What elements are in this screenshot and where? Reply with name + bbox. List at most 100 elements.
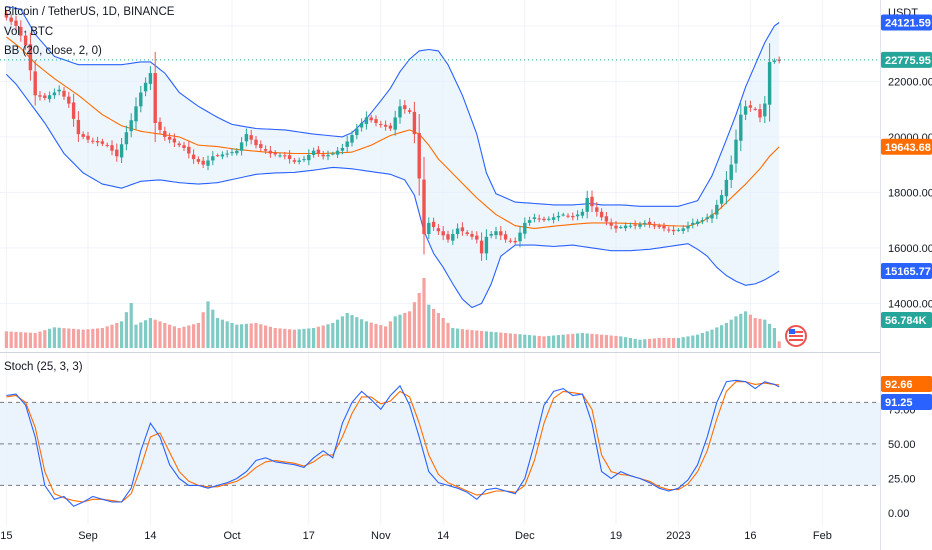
candle[interactable]: [580, 211, 585, 216]
candle[interactable]: [715, 204, 719, 215]
candle[interactable]: [537, 218, 541, 220]
candle[interactable]: [547, 218, 551, 220]
candle[interactable]: [676, 229, 681, 231]
candle[interactable]: [542, 218, 546, 221]
candle[interactable]: [431, 221, 436, 228]
candle[interactable]: [604, 216, 609, 222]
stoch-k-line[interactable]: [6, 379, 780, 507]
candle[interactable]: [499, 231, 503, 236]
candle[interactable]: [609, 222, 613, 226]
candle[interactable]: [614, 225, 618, 229]
candle[interactable]: [667, 229, 671, 231]
candle[interactable]: [28, 44, 33, 71]
price-badge[interactable]: [881, 138, 932, 155]
candle[interactable]: [163, 131, 167, 137]
candle[interactable]: [739, 114, 743, 141]
candle[interactable]: [763, 103, 767, 117]
stoch-d-line[interactable]: [6, 381, 780, 503]
candle[interactable]: [475, 235, 479, 240]
candle[interactable]: [129, 120, 133, 132]
candle[interactable]: [575, 214, 580, 217]
candle[interactable]: [513, 240, 517, 243]
candle[interactable]: [479, 240, 484, 254]
volume-legend[interactable]: Vol · BTC: [4, 26, 53, 38]
candle[interactable]: [139, 92, 143, 107]
candle[interactable]: [494, 231, 498, 236]
candle[interactable]: [743, 106, 748, 115]
candle[interactable]: [484, 236, 489, 254]
candle[interactable]: [235, 150, 239, 154]
candle[interactable]: [287, 155, 292, 160]
candle[interactable]: [422, 179, 426, 234]
candle[interactable]: [556, 215, 561, 218]
candle[interactable]: [100, 141, 105, 144]
candle[interactable]: [446, 234, 450, 240]
candle[interactable]: [115, 149, 119, 157]
candle[interactable]: [297, 160, 301, 162]
candle[interactable]: [172, 138, 177, 143]
candle[interactable]: [772, 60, 777, 62]
candle[interactable]: [340, 147, 345, 151]
candle[interactable]: [417, 132, 421, 179]
candle[interactable]: [451, 234, 455, 241]
candle[interactable]: [239, 142, 244, 151]
candle[interactable]: [148, 73, 153, 84]
candle[interactable]: [302, 159, 306, 161]
candle[interactable]: [43, 95, 47, 99]
candle[interactable]: [9, 17, 13, 22]
candle[interactable]: [455, 228, 460, 234]
candle[interactable]: [52, 92, 57, 96]
candle[interactable]: [81, 134, 85, 137]
candle[interactable]: [220, 154, 225, 157]
candle[interactable]: [62, 90, 66, 97]
candle[interactable]: [249, 135, 253, 140]
candle[interactable]: [110, 145, 114, 151]
candle[interactable]: [671, 229, 676, 232]
candle[interactable]: [388, 125, 393, 129]
candle[interactable]: [307, 154, 311, 161]
candle[interactable]: [523, 222, 527, 234]
candle[interactable]: [278, 155, 282, 157]
candle[interactable]: [551, 217, 556, 220]
candle[interactable]: [311, 150, 316, 155]
candle[interactable]: [599, 211, 604, 218]
candle[interactable]: [33, 71, 37, 96]
candle[interactable]: [705, 217, 709, 220]
candle[interactable]: [177, 143, 181, 146]
candle[interactable]: [619, 227, 623, 229]
candle[interactable]: [532, 217, 537, 220]
candle[interactable]: [566, 215, 570, 217]
candle[interactable]: [350, 135, 354, 143]
candle[interactable]: [273, 152, 277, 155]
candle[interactable]: [585, 197, 589, 212]
candle[interactable]: [643, 222, 647, 225]
candle[interactable]: [662, 225, 666, 229]
candle[interactable]: [379, 124, 383, 126]
candle[interactable]: [153, 73, 157, 123]
bb-basis-line[interactable]: [6, 36, 780, 229]
price-badge[interactable]: [881, 312, 932, 329]
candle[interactable]: [292, 160, 297, 162]
candle[interactable]: [364, 117, 369, 125]
candle[interactable]: [623, 225, 628, 229]
candle[interactable]: [345, 141, 349, 147]
symbol-legend[interactable]: Bitcoin / TetherUS, 1D, BINANCE: [4, 6, 174, 18]
candle[interactable]: [182, 145, 186, 148]
candle[interactable]: [187, 146, 191, 154]
candle[interactable]: [14, 20, 18, 26]
candle[interactable]: [230, 152, 234, 154]
candle[interactable]: [105, 144, 109, 146]
candle[interactable]: [734, 139, 738, 164]
candle[interactable]: [465, 232, 469, 234]
candle[interactable]: [719, 195, 724, 204]
candle[interactable]: [134, 106, 138, 122]
candle[interactable]: [710, 214, 714, 219]
candle[interactable]: [335, 150, 340, 155]
candle[interactable]: [254, 139, 258, 146]
candle[interactable]: [633, 224, 637, 226]
candle[interactable]: [38, 95, 42, 97]
candle[interactable]: [695, 221, 700, 225]
candle[interactable]: [758, 109, 762, 118]
candle[interactable]: [657, 225, 661, 228]
candle[interactable]: [57, 89, 61, 92]
